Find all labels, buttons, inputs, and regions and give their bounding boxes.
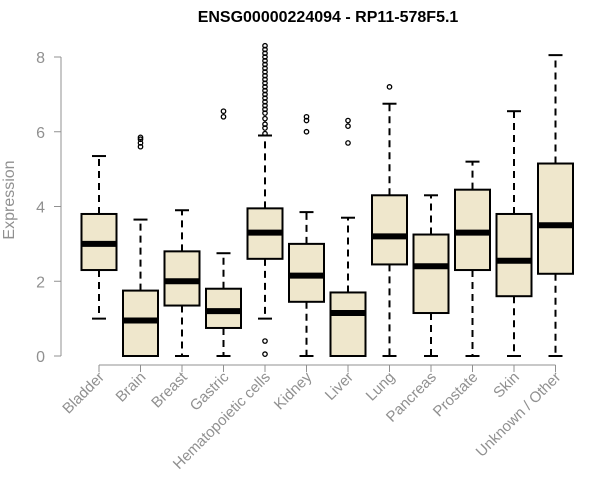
x-tick-label: Breast xyxy=(148,368,191,411)
outlier-point xyxy=(137,140,144,146)
chart-title: ENSG00000224094 - RP11-578F5.1 xyxy=(198,9,459,26)
box-group xyxy=(454,160,491,357)
box-group xyxy=(288,113,325,357)
outlier-point xyxy=(262,65,268,72)
outlier-point xyxy=(386,84,393,90)
box-group xyxy=(122,134,159,357)
y-axis: 0 2 4 6 8 xyxy=(36,50,62,366)
outlier-point xyxy=(345,123,351,129)
box xyxy=(371,194,408,266)
box-group xyxy=(495,110,533,357)
box-group xyxy=(163,209,201,357)
y-axis-label: Expression xyxy=(1,160,18,239)
outlier-point xyxy=(345,117,351,124)
outlier-point xyxy=(137,143,144,150)
box xyxy=(537,162,574,275)
box xyxy=(329,291,367,357)
outlier-point xyxy=(262,95,268,101)
y-tick-label: 0 xyxy=(36,349,45,366)
outlier-point xyxy=(262,121,268,128)
outlier-point xyxy=(137,136,144,143)
x-tick-label: Skin xyxy=(490,369,523,402)
outlier-point xyxy=(262,87,268,94)
outlier-point xyxy=(262,72,268,79)
x-tick-label: Lung xyxy=(363,369,399,405)
outlier-point xyxy=(262,91,268,98)
outlier-point xyxy=(262,130,268,137)
y-tick-label: 2 xyxy=(36,274,45,291)
outlier-point xyxy=(262,54,268,60)
outlier-point xyxy=(303,117,310,124)
box-group xyxy=(329,117,367,357)
outlier-point xyxy=(137,134,144,141)
x-tick-label: Prostate xyxy=(430,369,482,421)
y-tick-label: 8 xyxy=(36,50,45,67)
outlier-point xyxy=(262,125,268,131)
outlier-point xyxy=(262,338,268,344)
outlier-point xyxy=(262,84,268,90)
box-group xyxy=(371,84,408,357)
y-tick-label: 6 xyxy=(36,125,45,142)
outlier-point xyxy=(262,102,268,109)
box xyxy=(495,212,533,298)
outlier-point xyxy=(262,46,268,53)
outlier-point xyxy=(262,106,268,113)
x-tick-label: Bladder xyxy=(59,369,108,418)
outlier-point xyxy=(220,108,227,115)
outlier-point xyxy=(262,351,268,357)
outlier-point xyxy=(262,50,268,57)
box-group xyxy=(537,54,574,357)
x-tick-label: Kidney xyxy=(271,368,316,413)
outlier-point xyxy=(262,76,268,83)
outlier-point xyxy=(303,128,310,135)
outlier-point xyxy=(262,110,268,116)
box-group xyxy=(80,155,118,320)
x-tick-label: Liver xyxy=(322,369,357,404)
outlier-point xyxy=(262,99,268,105)
outlier-point xyxy=(220,113,227,120)
outlier-point xyxy=(262,61,268,68)
outlier-point xyxy=(262,69,268,75)
box-group xyxy=(412,194,450,357)
outlier-point xyxy=(262,57,268,64)
box-group xyxy=(205,108,242,357)
x-tick-label: Brain xyxy=(113,369,150,406)
outlier-point xyxy=(345,140,351,146)
outlier-point xyxy=(262,80,268,87)
y-tick-label: 4 xyxy=(36,200,45,217)
outlier-point xyxy=(303,113,310,120)
box-group xyxy=(246,42,284,357)
outlier-point xyxy=(262,115,268,122)
box xyxy=(412,233,450,315)
outlier-point xyxy=(262,42,268,49)
plot-area xyxy=(80,42,574,357)
